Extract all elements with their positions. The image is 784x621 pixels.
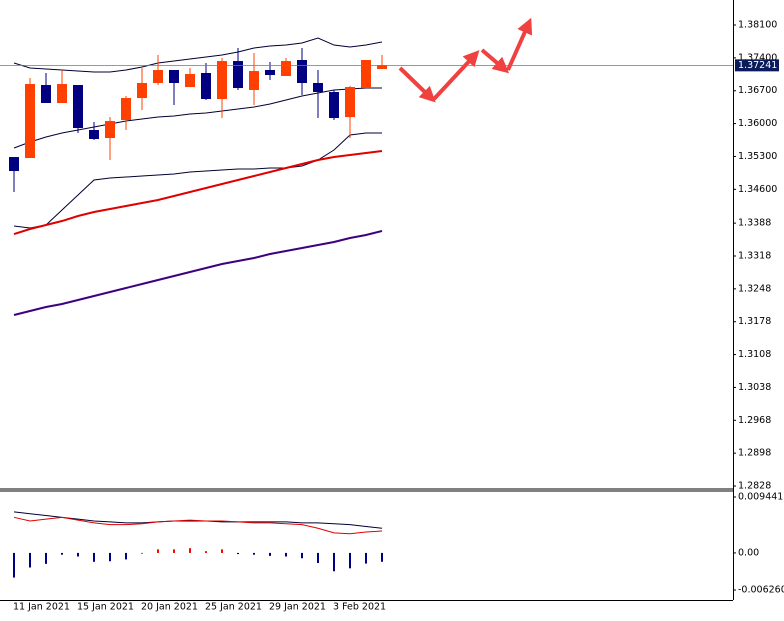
- candle-body: [265, 69, 275, 76]
- indicator-line: [13, 516, 383, 535]
- x-tick-label: 3 Feb 2021: [333, 602, 386, 613]
- current-price-label: 1.37241: [738, 60, 777, 71]
- candle-body: [25, 84, 35, 159]
- indicator-line: [13, 87, 382, 149]
- candle-body: [169, 69, 179, 83]
- candle-body: [297, 59, 307, 83]
- y-tick-label: 0.00: [738, 547, 759, 558]
- candle-body: [137, 82, 147, 99]
- candle-body: [329, 92, 339, 119]
- x-tick-label: 20 Jan 2021: [141, 602, 198, 613]
- y-tick-label: -0.006260: [738, 585, 784, 596]
- candle-body: [281, 61, 291, 77]
- candle-body: [73, 85, 83, 129]
- candle-body: [361, 59, 371, 89]
- y-tick-label: 1.35300: [738, 151, 777, 162]
- current-price-box: [735, 59, 779, 72]
- indicator-line: [13, 230, 383, 316]
- x-tick-label: 15 Jan 2021: [77, 602, 134, 613]
- y-tick-label: 1.3108: [738, 349, 771, 360]
- candle-body: [41, 85, 51, 103]
- candle-body: [217, 61, 227, 100]
- y-tick-label: 1.37400: [738, 52, 777, 63]
- candle-body: [105, 121, 115, 139]
- arrow: [432, 50, 480, 101]
- y-tick-label: 1.3248: [738, 283, 771, 294]
- candle-body: [249, 71, 259, 90]
- x-tick-label: 29 Jan 2021: [269, 602, 326, 613]
- candle-body: [9, 157, 19, 172]
- candle-body: [345, 87, 355, 118]
- x-tick-label: 25 Jan 2021: [205, 602, 262, 613]
- candle-body: [201, 73, 211, 100]
- candle-body: [153, 69, 163, 83]
- y-tick-label: 0.009441: [738, 492, 783, 503]
- indicator-line: [13, 150, 383, 235]
- y-tick-label: 1.36000: [738, 118, 777, 129]
- forecast-arrows: [398, 17, 533, 103]
- y-tick-label: 1.2898: [738, 448, 771, 459]
- candle-body: [313, 82, 323, 93]
- indicator-line: [13, 132, 382, 229]
- y-tick-label: 1.3318: [738, 250, 771, 261]
- y-tick-label: 1.3178: [738, 316, 771, 327]
- candle-body: [121, 98, 131, 120]
- y-tick-label: 1.2968: [738, 415, 771, 426]
- y-tick-label: 1.36700: [738, 85, 777, 96]
- y-tick-label: 1.3038: [738, 382, 771, 393]
- candle-body: [57, 84, 67, 103]
- candle-body: [233, 61, 243, 89]
- y-tick-label: 1.3388: [738, 218, 771, 229]
- y-tick-label: 1.38100: [738, 20, 777, 31]
- candle-body: [185, 74, 195, 88]
- arrow: [398, 66, 436, 103]
- candle-body: [89, 129, 99, 140]
- x-tick-label: 11 Jan 2021: [13, 602, 70, 613]
- indicator-line: [13, 37, 383, 73]
- candle-body: [377, 65, 387, 70]
- y-tick-label: 1.2828: [738, 481, 771, 492]
- y-tick-label: 1.34600: [738, 184, 777, 195]
- arrow: [506, 17, 533, 71]
